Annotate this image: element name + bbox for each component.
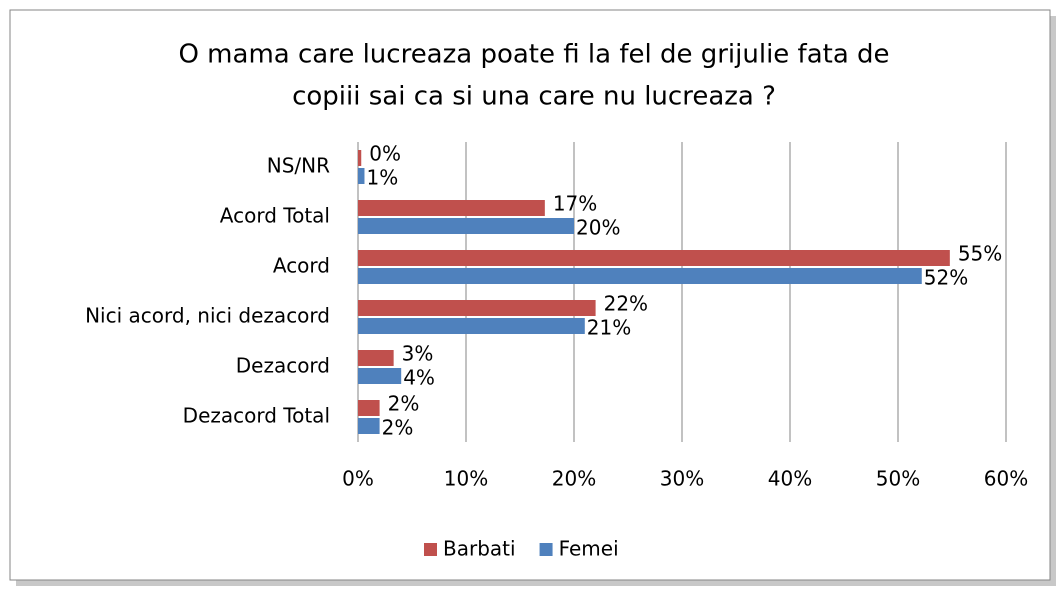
chart-frame <box>9 9 1051 581</box>
value-label: 17% <box>553 192 597 216</box>
bar <box>358 418 380 434</box>
bar <box>358 350 394 366</box>
legend-swatch <box>424 543 437 556</box>
x-tick-label: 30% <box>660 467 704 491</box>
x-tick-label: 10% <box>444 467 488 491</box>
bar <box>358 368 402 384</box>
y-tick-label: Dezacord Total <box>183 404 330 428</box>
bar <box>358 200 545 216</box>
bar <box>358 318 585 334</box>
value-label: 2% <box>388 392 420 416</box>
bar <box>358 250 950 266</box>
value-label: 4% <box>403 366 435 390</box>
x-tick-label: 0% <box>342 467 374 491</box>
x-tick-label: 50% <box>876 467 920 491</box>
bar <box>358 300 596 316</box>
value-label: 1% <box>366 166 398 190</box>
value-label: 20% <box>576 216 620 240</box>
bar <box>358 268 922 284</box>
legend-label: Femei <box>559 537 619 561</box>
y-tick-label: Acord <box>273 254 330 278</box>
bar <box>358 400 380 416</box>
value-label: 0% <box>369 142 401 166</box>
bar <box>358 150 362 166</box>
chart-title: O mama care lucreaza poate fi la fel de … <box>178 40 889 70</box>
legend-label: Barbati <box>443 537 516 561</box>
y-tick-label: NS/NR <box>267 154 330 178</box>
bar <box>358 168 365 184</box>
x-tick-label: 40% <box>768 467 812 491</box>
value-label: 21% <box>587 316 631 340</box>
value-label: 3% <box>402 342 434 366</box>
y-tick-label: Nici acord, nici dezacord <box>85 304 330 328</box>
x-tick-label: 60% <box>984 467 1028 491</box>
legend-swatch <box>539 543 553 556</box>
chart-title: copiii sai ca si una care nu lucreaza ? <box>292 82 776 112</box>
value-label: 52% <box>924 266 968 290</box>
bar <box>358 218 574 234</box>
x-tick-label: 20% <box>552 467 596 491</box>
value-label: 22% <box>604 292 648 316</box>
y-tick-label: Acord Total <box>220 204 330 228</box>
value-label: 55% <box>958 242 1002 266</box>
y-tick-label: Dezacord <box>236 354 330 378</box>
value-label: 2% <box>382 416 414 440</box>
